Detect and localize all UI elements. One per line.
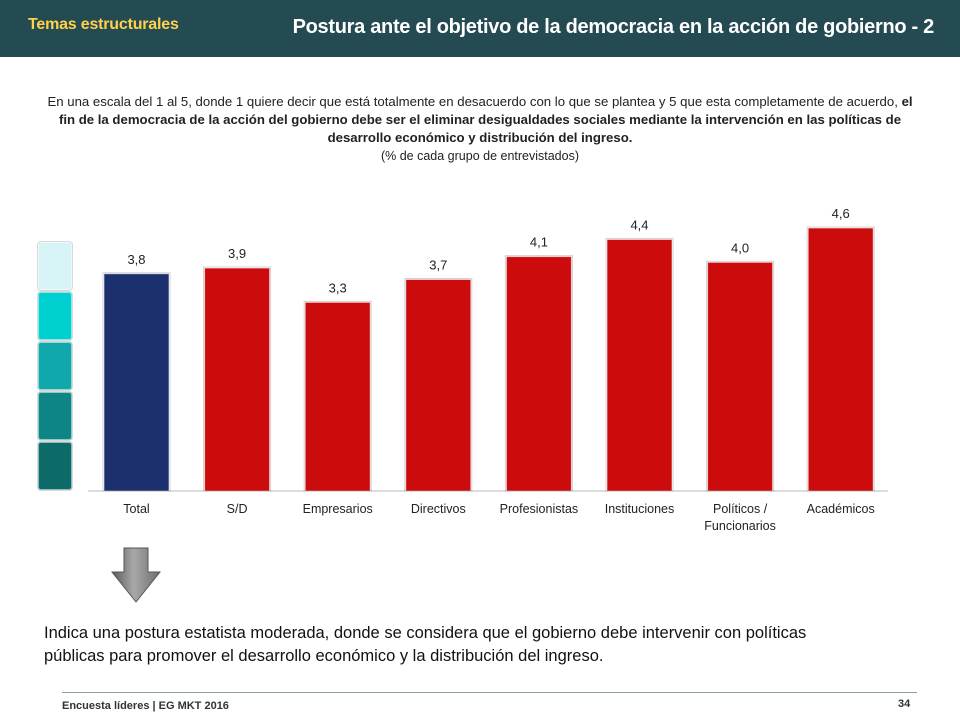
scale-block [38,292,72,340]
category-label: Empresarios [303,502,373,516]
bar [204,267,271,492]
down-arrow-icon [110,547,162,603]
data-label: 3,7 [429,257,447,272]
scale-block [38,242,72,290]
section-tag: Temas estructurales [28,16,179,33]
bar-chart: 3,8 Total 3,9 S/D 3,3 Empresarios 3,7 Directivo… [88,206,888,533]
bar-outline [404,277,473,492]
scale-block [38,442,72,490]
data-label: 4,4 [630,217,648,232]
bar-outline [203,266,272,492]
data-label: 3,9 [228,246,246,261]
bar [707,261,774,492]
bar [304,301,371,492]
footer-divider [62,692,917,693]
bar-outline [706,260,775,492]
question-bold: el fin de la democracia de la acción del… [58,94,913,145]
bar [405,278,472,492]
data-label: 4,6 [832,206,850,221]
conclusion-text: Indica una postura estatista moderada, d… [44,624,807,665]
data-label: 3,3 [329,280,347,295]
bar-outline [102,272,171,492]
question-intro: En una escala del 1 al 5, donde 1 quiere… [47,94,902,109]
scale-block [38,392,72,440]
footer-text: Encuesta líderes | EG MKT 2016 [62,700,229,712]
category-label: Profesionistas [500,502,579,516]
bar [505,256,572,492]
category-label: Total [123,502,149,516]
bar [606,238,673,492]
page-number: 34 [898,698,911,710]
header-bar: Temas estructurales Postura ante el obje… [0,0,960,57]
category-label: S/D [227,502,248,516]
bar [807,227,874,492]
category-label: Directivos [411,502,466,516]
question-text: En una escala del 1 al 5, donde 1 quiere… [40,93,920,165]
question-note: (% de cada grupo de entrevistados) [380,149,580,163]
category-label: Funcionarios [704,519,776,533]
bar-outline [303,300,372,492]
data-label: 3,8 [127,252,145,267]
data-label: 4,0 [731,240,749,255]
bar-outline [504,255,573,492]
bar-outline [806,226,875,492]
scale-block [38,342,72,390]
data-label: 4,1 [530,235,548,250]
page-title: Postura ante el objetivo de la democraci… [292,16,935,38]
category-label: Políticos / [713,502,768,516]
category-label: Académicos [807,502,875,516]
bar [103,273,170,492]
scale-legend [36,242,76,492]
category-label: Instituciones [605,502,674,516]
bar-outline [605,237,674,492]
